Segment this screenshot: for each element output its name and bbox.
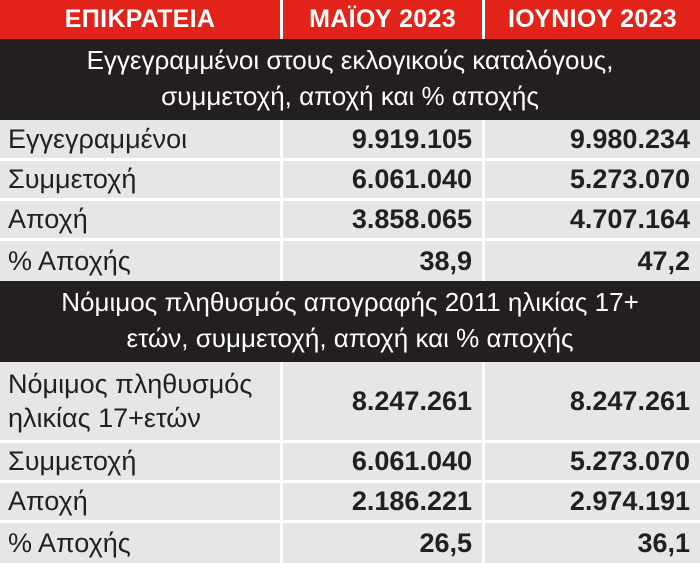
row-value-june: 36,1 bbox=[637, 527, 690, 558]
row-label-line2: ηλικίας 17+ετών bbox=[8, 403, 201, 433]
section2-title: Νόμιμος πληθυσμός απογραφής 2011 ηλικίας… bbox=[0, 281, 700, 362]
row-value-june: 5.273.070 bbox=[569, 446, 690, 476]
table-row: % Αποχής 26,5 36,1 bbox=[0, 523, 700, 563]
row-label: % Αποχής bbox=[0, 523, 283, 563]
row-value-may: 6.061.040 bbox=[283, 443, 485, 480]
row-value-may: 6.061.040 bbox=[283, 161, 485, 198]
row-value-june: 2.974.191 bbox=[569, 486, 690, 516]
table-row: Αποχή 3.858.065 4.707.164 bbox=[0, 201, 700, 241]
row-value-may: 8.247.261 bbox=[283, 362, 485, 440]
section2-title-line1: Νόμιμος πληθυσμός απογραφής 2011 ηλικίας… bbox=[61, 287, 639, 317]
row-value-june: 8.247.261 bbox=[569, 385, 690, 416]
row-label: Αποχή bbox=[0, 201, 283, 238]
table-row: Συμμετοχή 6.061.040 5.273.070 bbox=[0, 161, 700, 201]
row-label: Συμμετοχή bbox=[0, 161, 283, 198]
row-value-june: 5.273.070 bbox=[569, 164, 690, 194]
header-territory: ΕΠΙΚΡΑΤΕΙΑ bbox=[0, 0, 283, 39]
section1-title-line1: Εγγεγραμμένοι στους εκλογικούς καταλόγου… bbox=[86, 45, 614, 75]
row-value-may: 38,9 bbox=[283, 241, 485, 281]
section1-title: Εγγεγραμμένοι στους εκλογικούς καταλόγου… bbox=[0, 39, 700, 120]
table-row: Νόμιμος πληθυσμός ηλικίας 17+ετών 8.247.… bbox=[0, 362, 700, 443]
row-value-may: 9.919.105 bbox=[283, 120, 485, 158]
row-label: Εγγεγραμμένοι bbox=[0, 120, 283, 158]
header-may-2023: ΜΑΪΟΥ 2023 bbox=[283, 0, 485, 39]
row-label: Συμμετοχή bbox=[0, 443, 283, 480]
section1-title-line2: συμμετοχή, αποχή και % αποχής bbox=[161, 81, 539, 111]
row-value-june: 9.980.234 bbox=[569, 123, 690, 154]
table-row: Αποχή 2.186.221 2.974.191 bbox=[0, 483, 700, 523]
row-label: Αποχή bbox=[0, 483, 283, 520]
table-row: Συμμετοχή 6.061.040 5.273.070 bbox=[0, 443, 700, 483]
row-label: % Αποχής bbox=[0, 241, 283, 281]
row-value-june: 47,2 bbox=[637, 245, 690, 276]
table-row: % Αποχής 38,9 47,2 bbox=[0, 241, 700, 281]
row-value-may: 3.858.065 bbox=[283, 201, 485, 238]
row-label: Νόμιμος πληθυσμός ηλικίας 17+ετών bbox=[0, 362, 283, 440]
table-row: Εγγεγραμμένοι 9.919.105 9.980.234 bbox=[0, 120, 700, 161]
header-june-2023: ΙΟΥΝΙΟΥ 2023 bbox=[485, 0, 700, 39]
row-value-june: 4.707.164 bbox=[569, 204, 690, 234]
table-header: ΕΠΙΚΡΑΤΕΙΑ ΜΑΪΟΥ 2023 ΙΟΥΝΙΟΥ 2023 bbox=[0, 0, 700, 39]
row-value-may: 26,5 bbox=[283, 523, 485, 563]
section2-title-line2: ετών, συμμετοχή, αποχή και % αποχής bbox=[126, 323, 574, 353]
row-label-line1: Νόμιμος πληθυσμός bbox=[8, 369, 253, 399]
row-value-may: 2.186.221 bbox=[283, 483, 485, 520]
